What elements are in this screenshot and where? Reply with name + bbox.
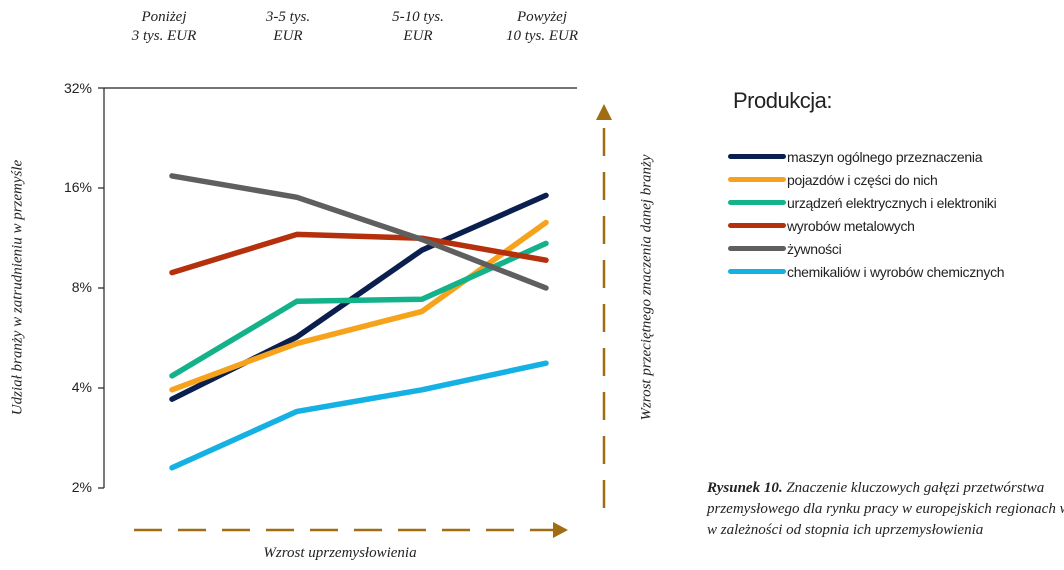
column-header-1: Poniżej 3 tys. EUR (131, 9, 197, 44)
legend-label: maszyn ogólnego przeznaczenia (787, 148, 983, 165)
legend-item: wyrobów metalowych (728, 214, 1004, 237)
legend-item: pojazdów i części do nich (728, 168, 1004, 191)
legend-label: żywności (787, 240, 842, 257)
series-line (169, 173, 549, 291)
series-line (169, 231, 549, 276)
legend-item: maszyn ogólnego przeznaczenia (728, 145, 1004, 168)
y-tick-16: 16% (63, 179, 92, 195)
y-tick-8: 8% (71, 279, 92, 295)
y-tick-32: 32% (63, 80, 92, 96)
caption-number: Rysunek 10. (707, 480, 783, 496)
legend-label: urządzeń elektrycznych i elektroniki (787, 194, 997, 211)
x-growth-arrowhead (553, 522, 568, 538)
legend-item: chemikaliów i wyrobów chemicznych (728, 260, 1005, 283)
legend-swatch (728, 246, 786, 251)
legend-label: pojazdów i części do nich (787, 171, 938, 188)
legend-item: urządzeń elektrycznych i elektroniki (728, 191, 1004, 214)
column-header-3: 5-10 tys. EUR (392, 9, 444, 44)
column-header-2: 3-5 tys. EUR (265, 9, 311, 44)
legend-swatch (728, 200, 786, 205)
legend-label: wyrobów metalowych (787, 217, 915, 234)
y-tick-4: 4% (71, 379, 92, 395)
column-header-4: Powyżej 10 tys. EUR (505, 9, 579, 44)
legend-title: Produkcja: (733, 88, 832, 113)
x-axis-label: Wzrost uprzemysłowienia (263, 545, 417, 561)
legend-item: żywności (728, 237, 1004, 260)
legend-swatch (728, 223, 786, 228)
caption-text: Znaczenie kluczowych gałęzi przetwórstwa… (707, 480, 1064, 538)
y-growth-arrowhead (596, 104, 612, 120)
figure-caption: Rysunek 10. Znaczenie kluczowych gałęzi … (707, 478, 1064, 541)
y-tick-2: 2% (71, 479, 92, 495)
y-axis-label: Udział branży w zatrudnieniu w przemyśle (9, 159, 26, 416)
series-line (169, 360, 549, 471)
legend-swatch (728, 154, 786, 159)
legend-swatch (728, 177, 786, 182)
series-line (169, 240, 549, 379)
importance-arrow-label: Wzrost przeciętnego znaczenia danej bran… (638, 154, 655, 421)
legend: maszyn ogólnego przeznaczenia pojazdów i… (728, 145, 1005, 283)
legend-label: chemikaliów i wyrobów chemicznych (787, 263, 1005, 280)
legend-swatch (728, 269, 786, 274)
series-line (169, 219, 549, 393)
